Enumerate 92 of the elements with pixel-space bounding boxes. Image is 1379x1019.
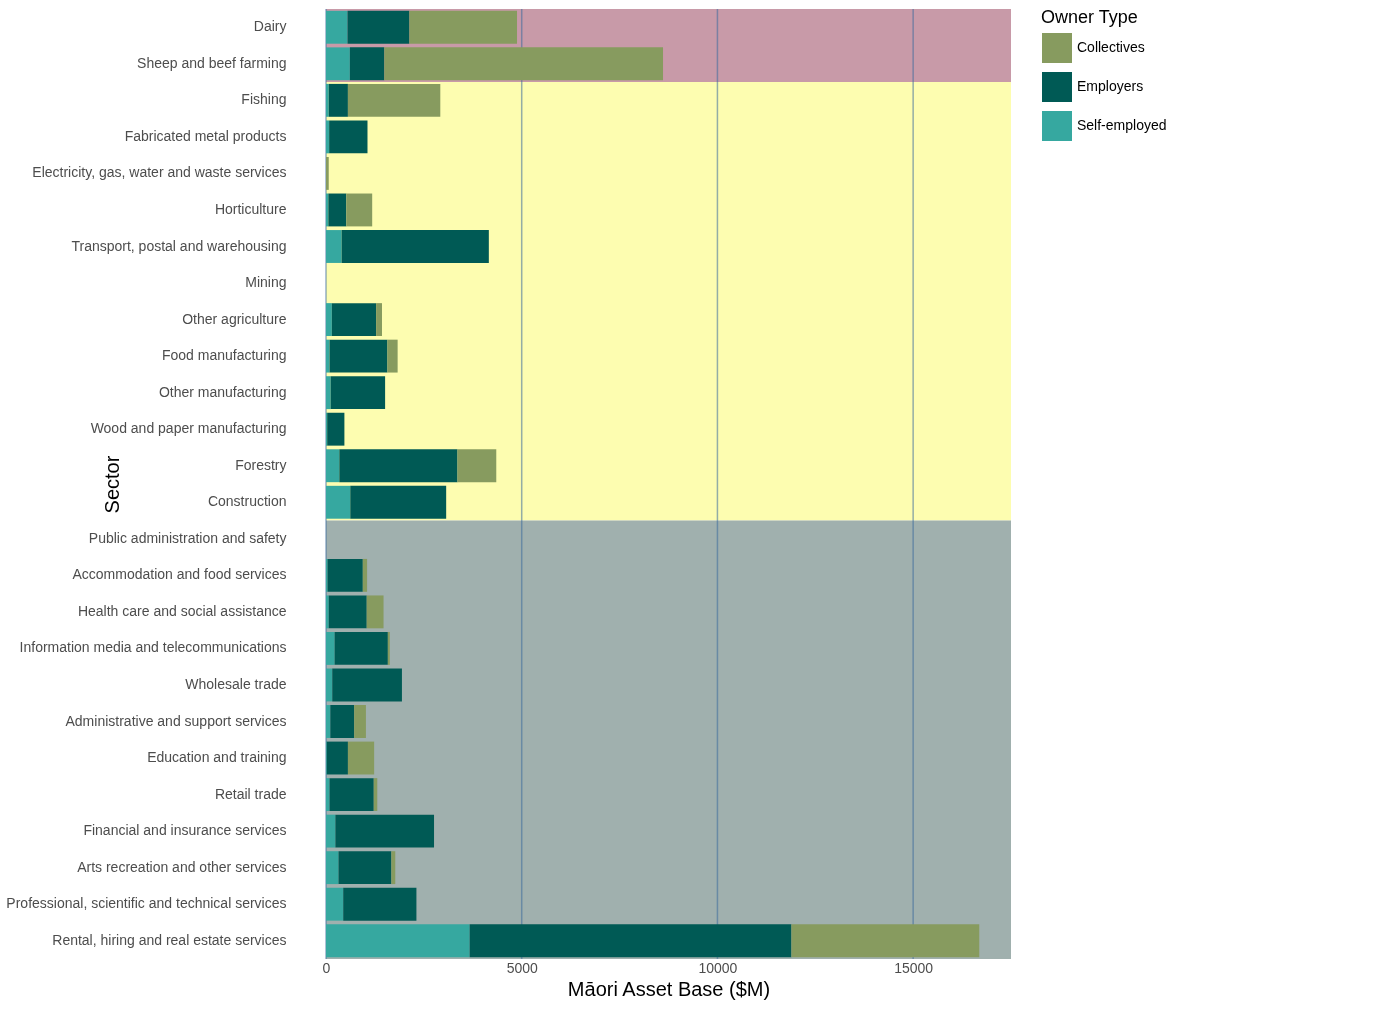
bar bbox=[328, 193, 347, 227]
bar bbox=[334, 631, 388, 665]
bar bbox=[326, 924, 470, 958]
bar bbox=[326, 705, 331, 738]
bar bbox=[376, 303, 382, 337]
legend-title: Owner Type bbox=[1041, 7, 1138, 27]
y-tick-label: Public administration and safety bbox=[88, 529, 287, 546]
bar bbox=[326, 230, 342, 263]
bar bbox=[347, 83, 441, 117]
bar bbox=[339, 449, 458, 483]
y-tick-label: Fabricated metal products bbox=[124, 127, 287, 144]
bar bbox=[409, 10, 518, 44]
y-tick-label: Education and training bbox=[147, 749, 287, 766]
y-tick-label: Health care and social assistance bbox=[77, 602, 287, 619]
y-tick-label: Transport, postal and warehousing bbox=[71, 237, 287, 254]
bar bbox=[326, 10, 348, 44]
bar bbox=[335, 814, 435, 848]
bar bbox=[326, 668, 333, 702]
bar bbox=[343, 887, 417, 921]
y-tick-label: Construction bbox=[207, 493, 287, 510]
bar bbox=[326, 156, 329, 190]
bar bbox=[328, 83, 348, 117]
y-tick-label: Electricity, gas, water and waste services bbox=[32, 164, 287, 181]
bar bbox=[326, 595, 329, 629]
bar bbox=[330, 376, 386, 410]
legend-label: Employers bbox=[1077, 78, 1144, 94]
bar bbox=[326, 303, 332, 337]
legend-label: Self-employed bbox=[1077, 117, 1167, 133]
bar bbox=[326, 485, 351, 519]
y-tick-label: Accommodation and food services bbox=[72, 566, 287, 583]
y-tick-label: Professional, scientific and technical services bbox=[6, 895, 287, 912]
bar bbox=[347, 10, 410, 44]
y-tick-label: Arts recreation and other services bbox=[77, 858, 287, 875]
bar bbox=[330, 705, 355, 738]
bar bbox=[338, 851, 392, 885]
x-tick-label: 10000 bbox=[698, 959, 738, 976]
bar bbox=[327, 412, 345, 446]
bar bbox=[387, 339, 398, 373]
bar bbox=[391, 851, 396, 885]
y-tick-label: Fishing bbox=[241, 91, 287, 108]
y-tick-label: Wood and paper manufacturing bbox=[90, 420, 287, 437]
y-tick-label: Food manufacturing bbox=[161, 347, 287, 364]
x-tick-label: 5000 bbox=[506, 959, 538, 976]
bar bbox=[362, 558, 368, 592]
bar bbox=[326, 83, 329, 117]
bar bbox=[329, 120, 368, 154]
bar bbox=[326, 339, 330, 373]
y-tick-label: Wholesale trade bbox=[185, 675, 287, 692]
bar bbox=[384, 47, 664, 81]
bar bbox=[347, 741, 375, 775]
bar bbox=[327, 558, 363, 592]
y-tick-label: Financial and insurance services bbox=[83, 822, 287, 839]
bar bbox=[331, 303, 377, 337]
bar bbox=[326, 120, 330, 154]
bar bbox=[326, 887, 344, 921]
y-tick-label: Dairy bbox=[253, 18, 287, 35]
y-tick-label: Information media and telecommunications bbox=[19, 639, 287, 656]
x-tick-label: 15000 bbox=[894, 959, 934, 976]
bar bbox=[326, 376, 331, 410]
x-axis-title: Māori Asset Base ($M) bbox=[567, 977, 771, 1000]
y-tick-label: Retail trade bbox=[214, 785, 287, 802]
y-tick-label: Mining bbox=[245, 274, 287, 291]
bar bbox=[329, 778, 374, 812]
y-tick-label: Other manufacturing bbox=[158, 383, 287, 400]
bar bbox=[366, 595, 384, 629]
bar bbox=[326, 449, 340, 483]
bar bbox=[326, 741, 348, 775]
bar bbox=[350, 485, 447, 519]
y-tick-label: Horticulture bbox=[214, 200, 287, 217]
y-tick-label: Other agriculture bbox=[182, 310, 287, 327]
y-tick-label: Forestry bbox=[235, 456, 287, 473]
bar bbox=[326, 851, 339, 885]
bar bbox=[341, 230, 489, 263]
bar bbox=[326, 631, 335, 665]
bar bbox=[332, 668, 402, 702]
y-tick-label: Rental, hiring and real estate services bbox=[52, 931, 287, 948]
y-tick-label: Administrative and support services bbox=[65, 712, 287, 729]
bar bbox=[469, 924, 792, 958]
x-tick-label: 0 bbox=[322, 959, 331, 976]
legend-label: Collectives bbox=[1077, 39, 1145, 55]
bar bbox=[328, 595, 367, 629]
y-axis-title: Sector bbox=[100, 455, 123, 514]
bar bbox=[349, 47, 385, 81]
bar bbox=[326, 814, 336, 848]
bar bbox=[326, 778, 330, 812]
bar bbox=[326, 47, 350, 81]
bar bbox=[457, 449, 497, 483]
bar bbox=[354, 705, 366, 738]
y-tick-label: Sheep and beef farming bbox=[137, 54, 287, 71]
bar bbox=[791, 924, 980, 958]
bar bbox=[329, 339, 388, 373]
bar bbox=[346, 193, 373, 227]
